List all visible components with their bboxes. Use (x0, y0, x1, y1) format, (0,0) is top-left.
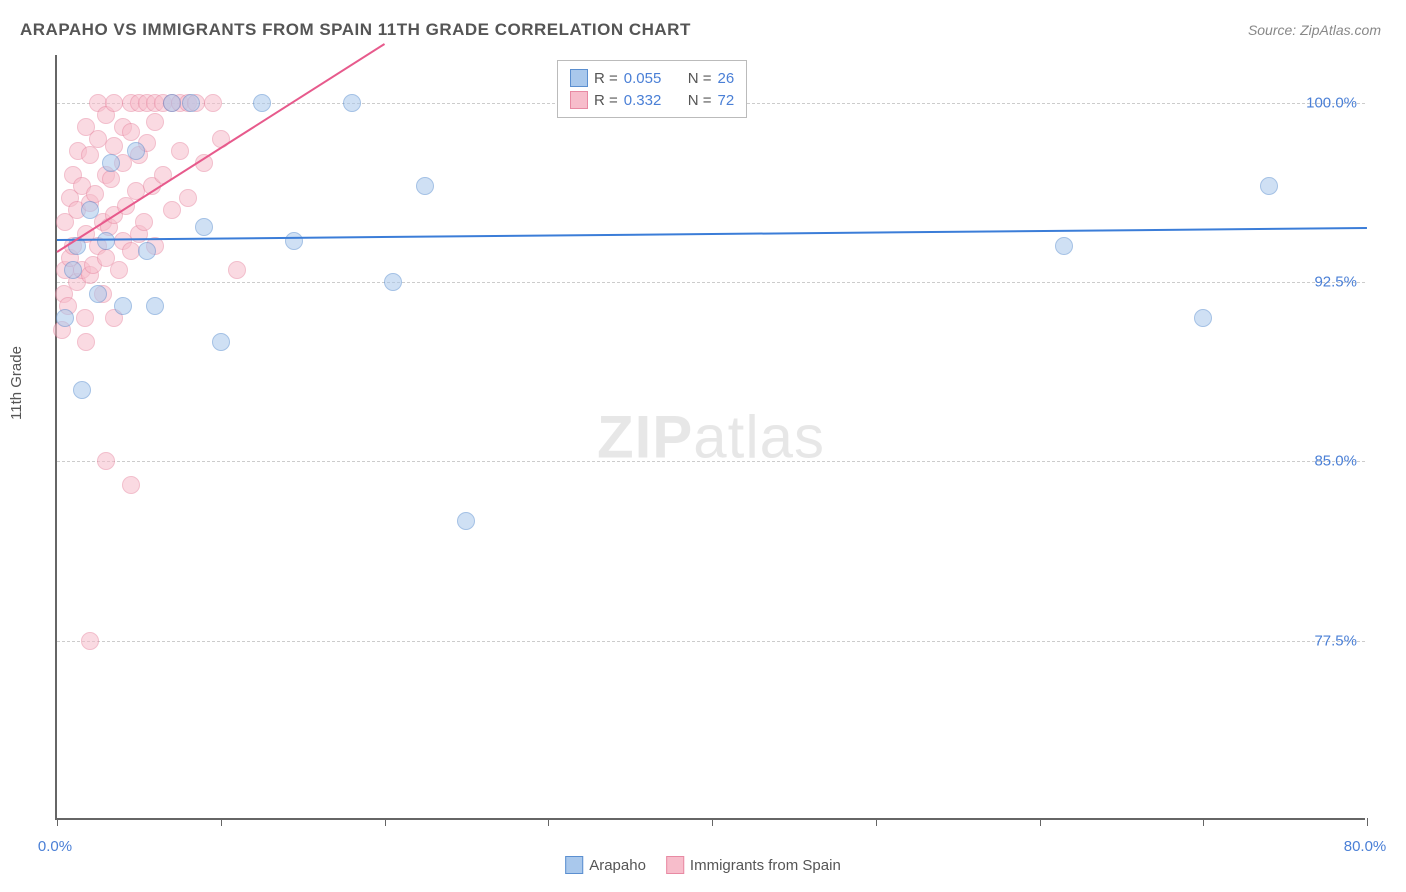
scatter-point (146, 297, 164, 315)
stats-legend-row: R = 0.055 N = 26 (570, 67, 734, 89)
legend-label: Arapaho (589, 857, 646, 874)
scatter-point (81, 146, 99, 164)
y-tick-label: 85.0% (1314, 453, 1357, 470)
scatter-point (1260, 177, 1278, 195)
scatter-point (102, 154, 120, 172)
stat-n-label: N = (688, 70, 712, 87)
scatter-point (110, 261, 128, 279)
scatter-point (384, 273, 402, 291)
bottom-legend-item: Arapaho (565, 856, 646, 874)
y-axis-label: 11th Grade (8, 346, 25, 420)
bottom-legend-item: Immigrants from Spain (666, 856, 841, 874)
stats-legend-row: R = 0.332 N = 72 (570, 89, 734, 111)
scatter-point (105, 137, 123, 155)
x-tick (221, 818, 222, 826)
stat-r-value: 0.055 (624, 70, 672, 87)
scatter-point (77, 333, 95, 351)
scatter-point (163, 201, 181, 219)
scatter-point (73, 381, 91, 399)
scatter-point (102, 170, 120, 188)
scatter-point (416, 177, 434, 195)
y-tick-label: 92.5% (1314, 274, 1357, 291)
scatter-point (195, 218, 213, 236)
legend-swatch (565, 856, 583, 874)
scatter-point (138, 242, 156, 260)
scatter-point (89, 285, 107, 303)
legend-swatch (666, 856, 684, 874)
x-tick-label: 80.0% (1344, 838, 1387, 855)
plot-area: ZIPatlas 77.5% 85.0% 92.5% 100.0% R = 0.055 N … (55, 55, 1365, 820)
scatter-point (228, 261, 246, 279)
scatter-point (105, 94, 123, 112)
scatter-point (89, 130, 107, 148)
scatter-point (1194, 309, 1212, 327)
x-tick (712, 818, 713, 826)
scatter-point (457, 512, 475, 530)
scatter-point (171, 142, 189, 160)
x-tick-label: 0.0% (38, 838, 72, 855)
x-tick (548, 818, 549, 826)
scatter-point (122, 476, 140, 494)
legend-swatch (570, 91, 588, 109)
chart-title: ARAPAHO VS IMMIGRANTS FROM SPAIN 11TH GR… (20, 20, 691, 40)
x-tick (57, 818, 58, 826)
scatter-point (182, 94, 200, 112)
scatter-point (212, 333, 230, 351)
source-attribution: Source: ZipAtlas.com (1248, 22, 1381, 38)
scatter-point (64, 261, 82, 279)
scatter-point (285, 232, 303, 250)
gridline-h (57, 282, 1365, 283)
y-tick-label: 100.0% (1306, 94, 1357, 111)
stat-n-value: 72 (718, 92, 735, 109)
legend-label: Immigrants from Spain (690, 857, 841, 874)
y-tick-label: 77.5% (1314, 632, 1357, 649)
scatter-point (76, 309, 94, 327)
scatter-point (86, 185, 104, 203)
stat-r-label: R = (594, 92, 618, 109)
scatter-point (163, 94, 181, 112)
scatter-point (343, 94, 361, 112)
gridline-h (57, 461, 1365, 462)
scatter-point (97, 232, 115, 250)
x-tick (1367, 818, 1368, 826)
scatter-point (114, 297, 132, 315)
bottom-legend: Arapaho Immigrants from Spain (565, 856, 841, 874)
x-tick (385, 818, 386, 826)
scatter-point (146, 113, 164, 131)
gridline-h (57, 641, 1365, 642)
stat-r-label: R = (594, 70, 618, 87)
scatter-point (122, 242, 140, 260)
scatter-point (253, 94, 271, 112)
scatter-point (56, 309, 74, 327)
scatter-point (97, 452, 115, 470)
stat-n-label: N = (688, 92, 712, 109)
x-tick (1203, 818, 1204, 826)
legend-swatch (570, 69, 588, 87)
scatter-point (81, 201, 99, 219)
trend-line (57, 227, 1367, 241)
stat-n-value: 26 (718, 70, 735, 87)
watermark-light: atlas (693, 403, 825, 470)
scatter-point (135, 213, 153, 231)
scatter-point (1055, 237, 1073, 255)
scatter-point (127, 142, 145, 160)
scatter-point (122, 123, 140, 141)
scatter-point (204, 94, 222, 112)
scatter-point (81, 632, 99, 650)
scatter-point (179, 189, 197, 207)
x-tick (876, 818, 877, 826)
stats-legend: R = 0.055 N = 26 R = 0.332 N = 72 (557, 60, 747, 118)
stat-r-value: 0.332 (624, 92, 672, 109)
x-tick (1040, 818, 1041, 826)
watermark-bold: ZIP (597, 403, 693, 470)
